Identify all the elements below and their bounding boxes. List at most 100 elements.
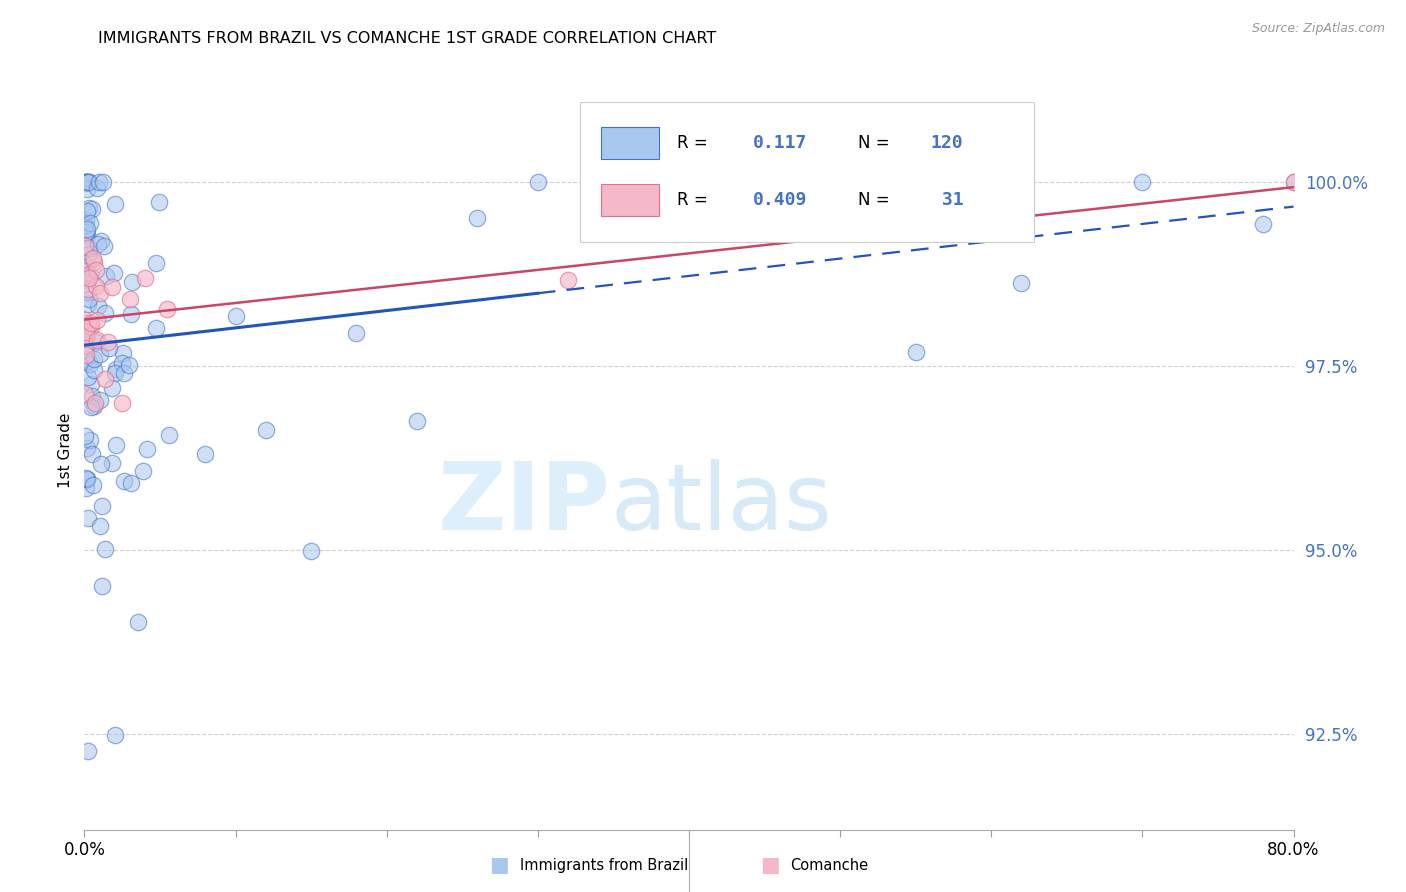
- Point: [80, 202, 103, 217]
- Point: [1011, 276, 1033, 290]
- Point: [79, 357, 101, 371]
- Point: [148, 194, 170, 209]
- Point: [97, 334, 120, 349]
- Point: [100, 381, 122, 395]
- Point: [76, 273, 98, 287]
- Point: [89, 347, 111, 361]
- Point: [75, 175, 97, 189]
- Point: [94, 268, 117, 283]
- Point: [118, 358, 141, 372]
- Point: [111, 395, 134, 409]
- Text: 0.117: 0.117: [754, 135, 807, 153]
- Point: [118, 292, 141, 306]
- Point: [80, 316, 103, 330]
- Point: [346, 326, 368, 340]
- Point: [87, 236, 110, 251]
- Point: [94, 306, 117, 320]
- Point: [73, 313, 96, 327]
- FancyBboxPatch shape: [581, 102, 1033, 242]
- Point: [527, 175, 550, 189]
- Point: [1282, 175, 1305, 189]
- Point: [111, 356, 134, 370]
- Point: [76, 472, 98, 486]
- Point: [76, 248, 98, 262]
- Point: [134, 271, 156, 285]
- Point: [120, 475, 142, 490]
- Point: [94, 542, 117, 557]
- Point: [112, 475, 135, 489]
- Point: [136, 442, 159, 457]
- Point: [83, 352, 105, 367]
- Point: [73, 351, 96, 366]
- Point: [77, 241, 100, 255]
- Point: [75, 471, 97, 485]
- Text: 0.409: 0.409: [754, 191, 807, 210]
- Point: [77, 297, 100, 311]
- Text: N =: N =: [858, 191, 890, 210]
- Point: [104, 366, 127, 380]
- Point: [75, 271, 97, 285]
- Point: [76, 268, 98, 283]
- Point: [76, 221, 98, 235]
- Point: [76, 472, 98, 486]
- Y-axis label: 1st Grade: 1st Grade: [58, 413, 73, 488]
- Point: [76, 285, 98, 299]
- Point: [89, 285, 111, 300]
- Point: [76, 441, 98, 455]
- Point: [80, 319, 103, 334]
- Point: [75, 212, 97, 227]
- Point: [80, 376, 103, 391]
- Point: [75, 326, 97, 340]
- Point: [75, 329, 97, 343]
- Text: IMMIGRANTS FROM BRAZIL VS COMANCHE 1ST GRADE CORRELATION CHART: IMMIGRANTS FROM BRAZIL VS COMANCHE 1ST G…: [98, 31, 717, 46]
- Point: [145, 321, 167, 335]
- FancyBboxPatch shape: [600, 128, 659, 160]
- Point: [101, 279, 124, 293]
- Point: [799, 175, 821, 189]
- Text: atlas: atlas: [610, 458, 832, 549]
- Point: [111, 346, 134, 360]
- Point: [83, 400, 105, 414]
- Point: [77, 271, 100, 285]
- Point: [90, 457, 112, 471]
- Point: [709, 186, 731, 201]
- Point: [89, 519, 111, 533]
- Point: [93, 372, 115, 386]
- Point: [77, 292, 100, 306]
- Point: [75, 321, 97, 335]
- Point: [91, 175, 114, 189]
- Point: [89, 175, 111, 189]
- Point: [1253, 217, 1275, 231]
- Point: [75, 175, 97, 189]
- Text: Comanche: Comanche: [790, 858, 869, 872]
- Text: Source: ZipAtlas.com: Source: ZipAtlas.com: [1251, 22, 1385, 36]
- Point: [86, 333, 108, 347]
- Point: [84, 334, 107, 349]
- Point: [617, 175, 640, 189]
- Point: [93, 239, 115, 253]
- Point: [79, 246, 101, 260]
- Point: [299, 544, 322, 558]
- Point: [87, 299, 110, 313]
- Text: Immigrants from Brazil: Immigrants from Brazil: [520, 858, 689, 872]
- Point: [75, 239, 97, 253]
- Point: [77, 282, 100, 296]
- Text: ■: ■: [761, 855, 780, 875]
- Point: [73, 386, 96, 401]
- Point: [194, 446, 217, 460]
- Point: [76, 260, 98, 274]
- FancyBboxPatch shape: [600, 185, 659, 216]
- Point: [77, 202, 100, 216]
- Point: [84, 279, 107, 293]
- Point: [104, 197, 127, 211]
- Text: 120: 120: [931, 135, 963, 153]
- Point: [82, 251, 104, 265]
- Point: [77, 370, 100, 384]
- Point: [75, 324, 97, 338]
- Text: ZIP: ZIP: [437, 458, 610, 549]
- Point: [103, 266, 125, 280]
- Point: [1130, 175, 1153, 189]
- Point: [75, 263, 97, 277]
- Point: [75, 481, 97, 495]
- Point: [75, 316, 97, 330]
